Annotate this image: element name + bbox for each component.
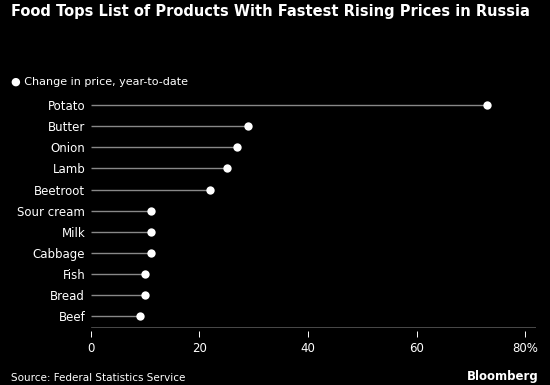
Text: Food Tops List of Products With Fastest Rising Prices in Russia: Food Tops List of Products With Fastest …	[11, 4, 530, 19]
Text: ● Change in price, year-to-date: ● Change in price, year-to-date	[11, 77, 188, 87]
Text: Bloomberg: Bloomberg	[468, 370, 539, 383]
Text: Source: Federal Statistics Service: Source: Federal Statistics Service	[11, 373, 185, 383]
